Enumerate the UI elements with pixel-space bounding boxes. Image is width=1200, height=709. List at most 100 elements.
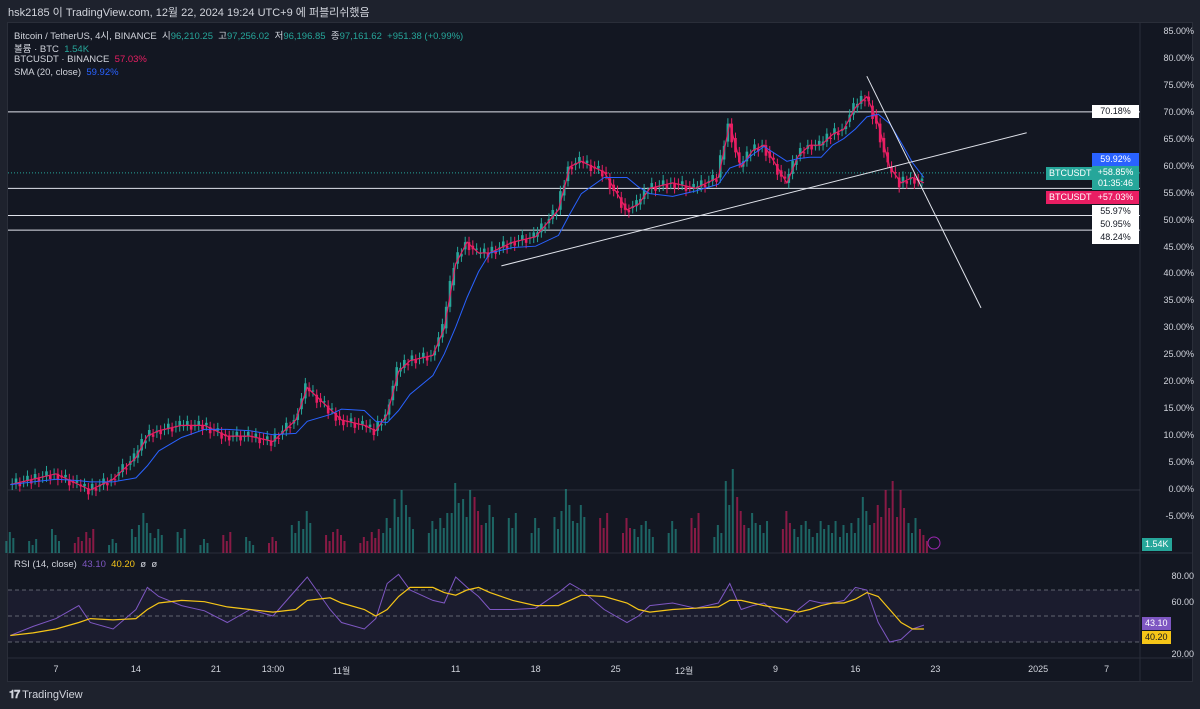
candle-body (296, 413, 300, 420)
volume-bar (873, 523, 876, 553)
volume-bar (713, 537, 716, 553)
candle-body (425, 357, 429, 361)
candle-body (37, 478, 41, 482)
candle-body (186, 421, 189, 426)
volume-bar (294, 533, 297, 553)
volume-bar (8, 532, 11, 553)
candle-body (836, 132, 840, 136)
candle-body (334, 412, 338, 421)
price-axis-label: -5.00% (1165, 510, 1194, 521)
volume-bar (766, 521, 769, 553)
candle-body (208, 427, 212, 434)
candle-body (14, 478, 18, 484)
volume-bar (51, 529, 53, 553)
volume-bar (896, 517, 899, 553)
legend-compare[interactable]: BTCUSDT · BINANCE 57.03% (14, 54, 147, 65)
volume-bar (622, 533, 624, 553)
candle-body (604, 172, 608, 175)
candle-body (151, 434, 155, 437)
volume-bar (925, 541, 928, 553)
time-axis-label: 25 (610, 664, 621, 674)
candle-body (227, 436, 231, 441)
volume-bar (674, 529, 677, 553)
volume-bar (271, 537, 274, 553)
candle-body (376, 421, 379, 431)
candle-body (913, 177, 916, 184)
price-axis-label: 70.00% (1163, 106, 1194, 117)
volume-bar (880, 517, 883, 553)
candle-body (83, 483, 86, 487)
candle-body (578, 157, 581, 164)
candle-body (475, 248, 478, 250)
volume-bar (716, 525, 719, 553)
volume-bar (77, 537, 80, 553)
legend-rsi[interactable]: RSI (14, close) 43.10 40.20 ø ø (14, 559, 158, 570)
candle-body (646, 192, 650, 194)
volume-bar (811, 537, 814, 553)
candle-body (650, 183, 654, 189)
candle-body (844, 126, 848, 130)
volume-bar (606, 513, 609, 553)
time-axis-label: 18 (530, 664, 541, 674)
volume-bar (671, 521, 674, 553)
volume-bar (73, 543, 76, 553)
volume-bar (28, 541, 31, 553)
volume-bar (556, 529, 559, 553)
volume-bar (457, 503, 460, 553)
volume-bar (899, 490, 902, 553)
compare-tag: +57.03% (1092, 191, 1139, 204)
candle-body (380, 424, 383, 426)
rsi-line (10, 573, 925, 643)
volume-bar (149, 533, 152, 553)
candle-body (753, 144, 756, 151)
volume-bar (651, 537, 654, 553)
volume-bar (484, 523, 487, 553)
volume-bar (868, 525, 871, 553)
price-axis-label: 35.00% (1163, 295, 1194, 306)
time-axis-label: 7 (53, 664, 59, 674)
time-axis-label: 13:00 (261, 664, 285, 674)
candle-body (486, 252, 490, 258)
volume-bar (720, 533, 723, 553)
price-axis-label: 65.00% (1163, 133, 1194, 144)
volume-bar (804, 521, 807, 553)
volume-bar (891, 481, 894, 553)
candle-body (616, 190, 619, 193)
candle-body (315, 394, 319, 403)
legend-volume[interactable]: 볼륨 · BTC 1.54K (14, 44, 90, 55)
candle-body (64, 474, 67, 478)
chart-panel[interactable]: Bitcoin / TetherUS, 4시, BINANCE 시96,210.… (7, 22, 1193, 682)
volume-bar (629, 528, 631, 553)
rsi-ma-line (10, 586, 924, 637)
time-axis-label: 21 (210, 664, 221, 674)
candle-body (825, 133, 829, 142)
candle-body (699, 180, 703, 187)
volume-bar (290, 525, 293, 553)
candle-body (330, 408, 334, 410)
candle-body (589, 164, 593, 172)
volume-bar (328, 541, 331, 553)
candle-body (189, 425, 193, 430)
candle-body (635, 200, 638, 207)
candle-body (532, 232, 536, 238)
legend-sma[interactable]: SMA (20, close) 59.92% (14, 67, 119, 78)
candle-body (159, 430, 162, 435)
candle-body (273, 433, 277, 442)
candle-body (829, 137, 832, 139)
candle-body (551, 210, 555, 219)
volume-bar (507, 518, 510, 553)
volume-bar (914, 518, 917, 553)
volume-bar (130, 529, 133, 553)
volume-bar (903, 508, 906, 553)
volume-bar (808, 529, 811, 553)
candle-body (254, 433, 258, 438)
candle-body (642, 189, 646, 200)
volume-bar (579, 505, 582, 553)
candle-body (863, 100, 867, 102)
volume-bar (491, 517, 494, 553)
time-axis-label: 2025 (1028, 664, 1049, 674)
volume-bar (788, 523, 791, 553)
candle-body (802, 152, 806, 154)
candle-body (467, 242, 471, 251)
